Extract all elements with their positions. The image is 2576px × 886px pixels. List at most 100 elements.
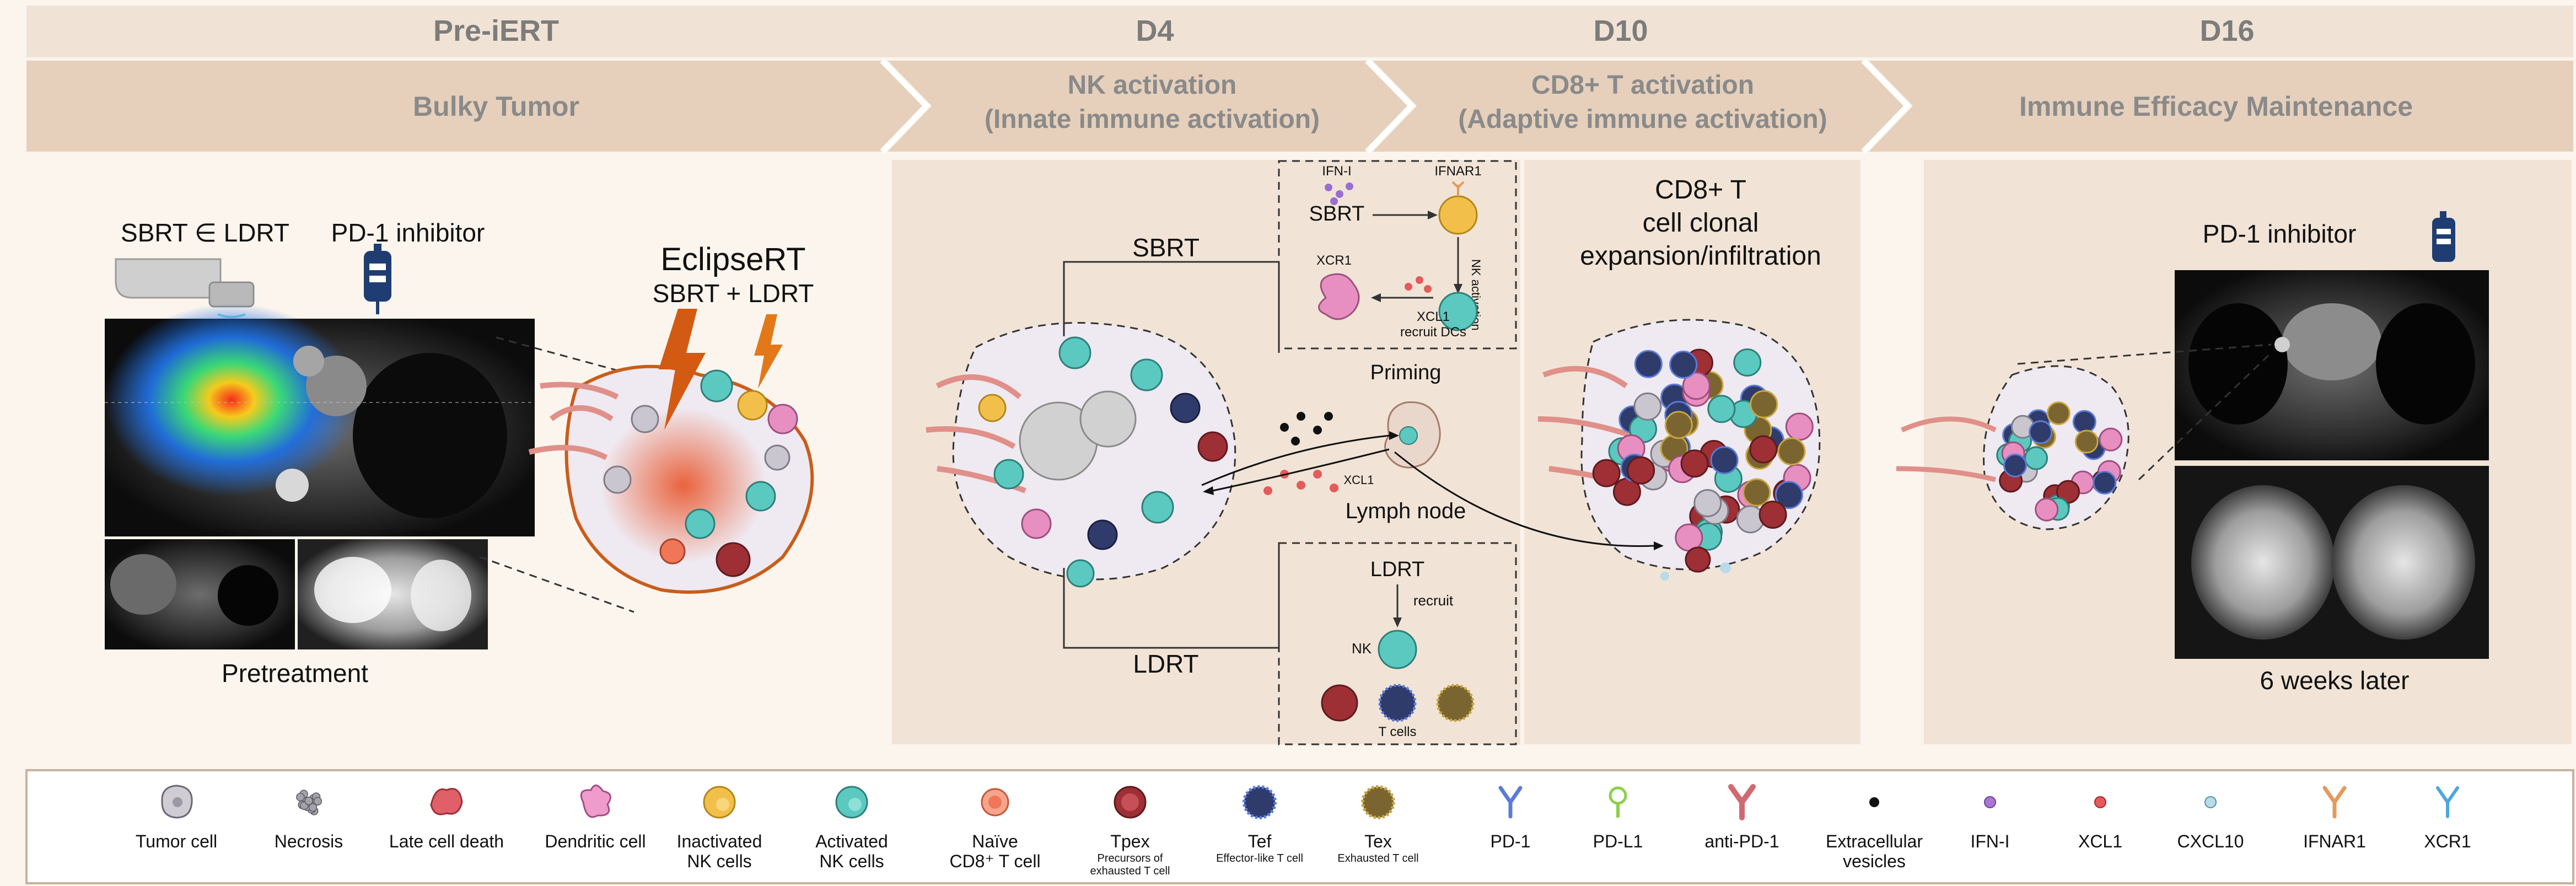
cell-icon (2099, 427, 2123, 452)
d4-ldrt-label: LDRT (1133, 649, 1198, 678)
legend-sublabel: Effector-like T cell (1216, 852, 1303, 864)
cell-icon (2029, 420, 2053, 444)
cell-icon (1680, 449, 1709, 478)
cell-icon (1627, 456, 1655, 485)
legend-sublabel: NK cells (687, 851, 751, 871)
d16-pd1-label: PD-1 inhibitor (2203, 219, 2357, 248)
sbrt-ldrt-label: SBRT ∈ LDRT (121, 218, 289, 247)
legend-item-tumor-icon (161, 785, 193, 819)
ldrt-mechanism-box (1278, 542, 1517, 745)
xcr1-label: XCR1 (1316, 253, 1352, 268)
legend-item-ifnar1-icon (2322, 786, 2347, 819)
legend-sublabel: Exhausted T cell (1337, 852, 1418, 864)
legend-label: Necrosis (275, 831, 343, 851)
xcl1-recruit-1: XCL1 (1417, 309, 1450, 324)
cell-icon (2024, 446, 2048, 470)
panel-d10: CD8+ T cell clonal expansion/infiltratio… (1394, 175, 1821, 581)
legend-label: XCL1 (2078, 831, 2122, 851)
legend-label: PD-L1 (1593, 831, 1643, 851)
cell-icon (1634, 350, 1663, 378)
phase-d4-label: D4 (1136, 14, 1174, 47)
legend-item-tpex-icon (1114, 786, 1147, 819)
box-ldrt-label: LDRT (1370, 558, 1425, 581)
legend-label: Tex (1364, 831, 1392, 851)
legend-label: Tumor cell (136, 831, 217, 851)
cell-icon (1592, 459, 1621, 487)
legend-label: Late cell death (389, 831, 504, 851)
cell-icon (1733, 348, 1762, 377)
legend-label: IFNAR1 (2303, 831, 2366, 851)
timeline-band (26, 6, 2573, 57)
cell-icon (2003, 453, 2028, 477)
tumor-d10 (1580, 319, 1821, 571)
cell-icon (1664, 411, 1693, 439)
sbrt-mechanism-box (1278, 160, 1517, 350)
cell-icon (1774, 481, 1803, 509)
stage-cd8-line1: CD8+ T activation (1531, 71, 1754, 100)
d16-cells (1996, 401, 2123, 522)
lightning-icon (754, 314, 783, 389)
legend-label: PD-1 (1491, 831, 1531, 851)
legend-item-ev-icon (1869, 797, 1879, 807)
lymph-node-label: Lymph node (1346, 499, 1466, 523)
legend-label: Inactivated (677, 831, 762, 851)
legend-item-ifn-icon (1984, 796, 1996, 808)
legend-label: Naïve (972, 831, 1018, 851)
d10-line1: CD8+ T (1655, 175, 1746, 205)
activated-nk-icon (1438, 292, 1478, 331)
eclipse-title: EclipseRT (660, 241, 805, 277)
legend-label: Tpex (1110, 831, 1149, 851)
cell-icon (1710, 446, 1739, 475)
nk-label: NK (1352, 640, 1372, 657)
legend-item-pd1-icon (1498, 786, 1523, 819)
tex-cell-icon (1436, 684, 1475, 722)
t-cells-label: T cells (1379, 724, 1417, 739)
eclipse-subtitle: SBRT + LDRT (653, 279, 814, 308)
d4-sbrt-label: SBRT (1132, 233, 1200, 262)
chevron-bulky (26, 61, 926, 152)
cell-icon (1633, 392, 1662, 421)
cell-icon (1669, 350, 1698, 379)
cell-icon (1777, 437, 1806, 466)
cell-icon (1682, 372, 1711, 400)
d10-cells (1592, 348, 1814, 552)
legend-item-death-icon (430, 788, 463, 815)
legend-label: Tef (1248, 831, 1272, 851)
legend-sublabel: CD8⁺ T cell (949, 851, 1040, 871)
chevron-nk (888, 61, 1411, 152)
stage-nk-line1: NK activation (1068, 71, 1237, 100)
cell-icon (2056, 480, 2080, 504)
legend-label: Extracellular (1826, 831, 1923, 851)
cell-icon (2035, 497, 2059, 522)
legend-item-naive-icon (981, 788, 1009, 817)
legend-item-tex-icon (1361, 785, 1395, 819)
panel-pre: SBRT ∈ LDRT PD-1 inhibitor Pretreatment … (105, 218, 814, 688)
pd1-inhibitor-label: PD-1 inhibitor (331, 218, 485, 247)
legend-item-nkin-icon (703, 786, 736, 819)
ifn-label: IFN-I (1322, 164, 1351, 179)
cell-icon (2093, 470, 2117, 495)
dendritic-cell-icon (1318, 273, 1360, 320)
stage-bulky: Bulky Tumor (413, 91, 579, 122)
legend-label: CXCL10 (2177, 831, 2244, 851)
legend: Tumor cell Necrosis Late cell death Dendrit… (136, 784, 2471, 877)
nk-cell-icon (1378, 630, 1417, 669)
xcl1-recruit-2: recruit DCs (1400, 325, 1466, 340)
legend-item-tef-icon (1243, 785, 1277, 819)
legend-sublabel: Precursors of (1098, 852, 1163, 864)
linac-machine-icon (115, 258, 222, 299)
tef-cell-icon (1378, 684, 1417, 722)
legend-label: Dendritic cell (545, 831, 646, 851)
phase-pre-label: Pre-iERT (433, 14, 559, 47)
inactivated-nk-icon (1438, 195, 1478, 235)
tumor-pre-illustration (528, 309, 814, 594)
ifnar1-label: IFNAR1 (1434, 164, 1481, 179)
phase-d10-label: D10 (1593, 14, 1648, 47)
xcl1-small-label: XCL1 (1343, 473, 1374, 487)
cell-icon (1749, 435, 1778, 464)
cell-icon (1743, 478, 1771, 507)
cell-icon (2074, 429, 2099, 454)
box-sbrt-label: SBRT (1309, 202, 1365, 225)
cell-icon (2046, 401, 2071, 426)
